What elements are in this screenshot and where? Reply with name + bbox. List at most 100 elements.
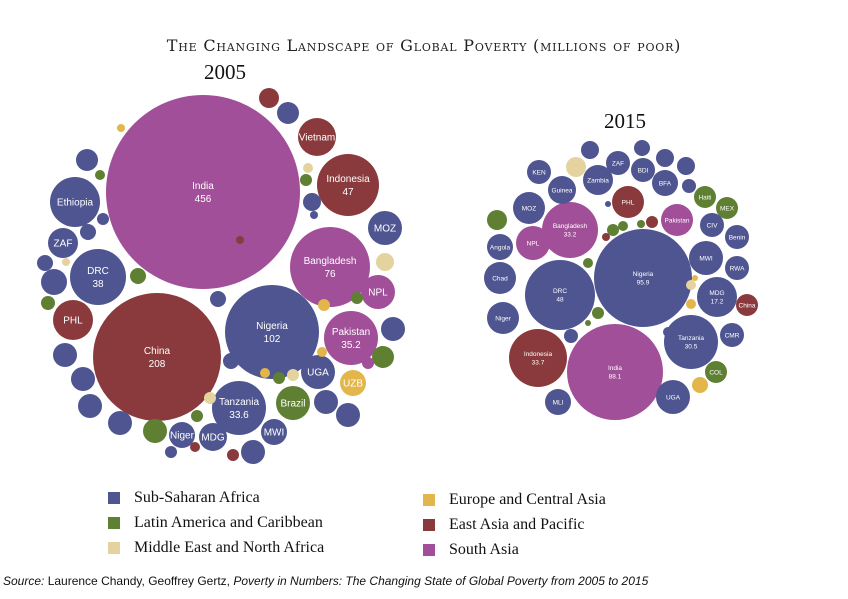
bubble-tanzania	[212, 381, 266, 435]
legend-swatch	[423, 518, 435, 531]
legend-label: Sub-Saharan Africa	[134, 488, 260, 506]
legend-item-eca: Europe and Central Asia	[423, 487, 606, 512]
bubble-label: BDI	[638, 167, 649, 174]
legend-item-ssa: Sub-Saharan Africa	[108, 485, 324, 510]
bubble-india	[106, 95, 300, 289]
bubble-label: NPL	[368, 288, 388, 299]
bubble-value: 456	[195, 194, 212, 205]
bubble	[108, 411, 132, 435]
bubble-china	[736, 294, 758, 316]
bubble	[190, 442, 200, 452]
bubble-label: India	[192, 181, 214, 192]
bubble-label: DRC	[553, 288, 567, 295]
bubble	[210, 291, 226, 307]
bubble-mdg	[697, 277, 737, 317]
bubble	[682, 179, 696, 193]
bubble-cmr	[720, 323, 744, 347]
bubble-label: India	[608, 365, 622, 372]
bubble	[97, 213, 109, 225]
bubble	[602, 233, 610, 241]
bubble-label: Niger	[495, 315, 511, 322]
bubble	[592, 307, 604, 319]
legend-label: South Asia	[449, 540, 519, 558]
bubble-value: 95.9	[637, 280, 650, 287]
bubble-label: RWA	[730, 265, 745, 272]
legend-swatch	[108, 541, 120, 554]
bubble-phl	[53, 300, 93, 340]
bubble-group-2005: India 456 China 208 Nigeria 102 Bangladesh 76 In…	[37, 88, 405, 464]
bubble-label: Pakistan	[332, 327, 370, 338]
bubble-value: 33.7	[532, 360, 545, 367]
legend-item-mena: Middle East and North Africa	[108, 535, 324, 560]
bubble-guinea	[548, 176, 576, 204]
bubble	[564, 329, 578, 343]
bubble	[223, 353, 239, 369]
bubble-mdg	[199, 423, 227, 451]
legend-swatch	[423, 543, 435, 556]
bubble-moz	[368, 211, 402, 245]
legend-item-sa: South Asia	[423, 537, 606, 562]
source-authors: Laurence Chandy, Geoffrey Gertz,	[44, 574, 234, 588]
legend-right: Europe and Central Asia East Asia and Pa…	[423, 487, 606, 562]
bubble	[71, 367, 95, 391]
bubble	[581, 141, 599, 159]
bubble-label: MLI	[553, 399, 564, 406]
bubble-label: Benin	[729, 234, 746, 241]
bubble	[317, 347, 327, 357]
bubble-uzb	[340, 370, 366, 396]
bubble-label: MOZ	[522, 205, 536, 212]
bubble	[663, 327, 673, 337]
bubble	[303, 163, 313, 173]
bubble	[637, 220, 645, 228]
bubble-haiti	[694, 186, 716, 208]
chart-title: The Changing Landscape of Global Poverty…	[166, 36, 682, 55]
legend-item-lac: Latin America and Caribbean	[108, 510, 324, 535]
bubble	[487, 210, 507, 230]
bubble	[62, 258, 70, 266]
bubble-label: NPL	[527, 240, 540, 247]
bubble-label: MDG	[709, 290, 724, 297]
bubble	[277, 102, 299, 124]
bubble-label: BFA	[659, 180, 672, 187]
bubble-label: Guinea	[552, 187, 573, 194]
legend-item-eap: East Asia and Pacific	[423, 512, 606, 537]
bubble-bangladesh	[542, 202, 598, 258]
bubble	[204, 392, 216, 404]
bubble-mwi	[261, 419, 287, 445]
bubble	[273, 372, 285, 384]
bubble-niger	[487, 302, 519, 334]
bubble-uga	[656, 380, 690, 414]
bubble	[191, 410, 203, 422]
bubble-label: Bangladesh	[553, 223, 588, 230]
bubble-value: 208	[149, 359, 166, 370]
bubble-label: UZB	[343, 379, 363, 390]
bubble	[78, 394, 102, 418]
bubble-group-2015: Nigeria 95.9 India 88.1 DRC 48 Indonesia 33.7 Ba…	[484, 140, 758, 420]
bubble-label: KEN	[532, 169, 546, 176]
bubble	[318, 299, 330, 311]
bubble-zaf	[48, 228, 78, 258]
bubble-label: Nigeria	[256, 321, 288, 332]
bubble-value: 30.5	[685, 344, 698, 351]
bubble-ken	[527, 160, 551, 184]
legend-label: Latin America and Caribbean	[134, 513, 323, 531]
bubble-label: Haiti	[698, 194, 711, 201]
bubble	[583, 258, 593, 268]
bubble	[95, 170, 105, 180]
legend-label: Europe and Central Asia	[449, 490, 606, 508]
bubble	[259, 88, 279, 108]
bubble-label: MWI	[264, 428, 285, 439]
bubble-value: 48	[556, 297, 564, 304]
bubble-zambia	[583, 165, 613, 195]
legend-label: East Asia and Pacific	[449, 515, 585, 533]
bubble-label: Zambia	[587, 177, 609, 184]
bubble	[692, 377, 708, 393]
bubble-bfa	[652, 170, 678, 196]
bubble	[336, 403, 360, 427]
bubble	[80, 224, 96, 240]
bubble	[381, 317, 405, 341]
bubble	[303, 193, 321, 211]
bubble-label: UGA	[307, 368, 329, 379]
bubble-value: 88.1	[609, 374, 622, 381]
